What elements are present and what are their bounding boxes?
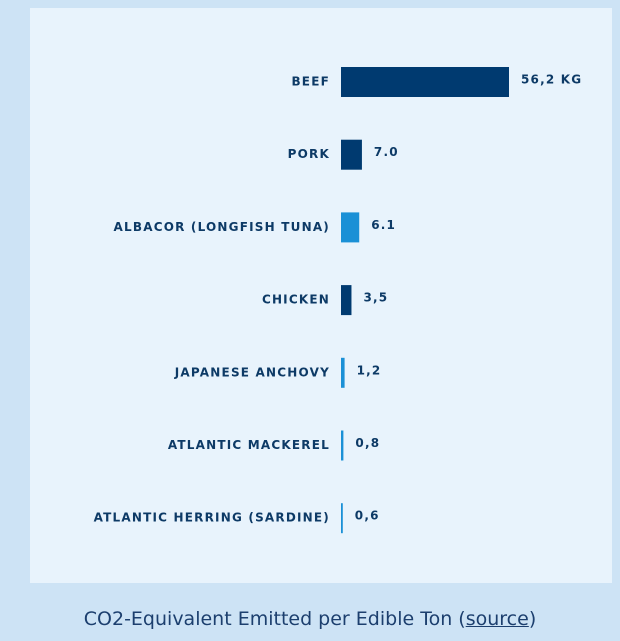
bar bbox=[341, 430, 344, 461]
value-label: 6.1 bbox=[371, 218, 396, 232]
category-label: ATLANTIC HERRING (SARDINE) bbox=[94, 511, 330, 525]
panel bbox=[30, 8, 612, 583]
value-label: 7.0 bbox=[374, 145, 399, 159]
bar bbox=[341, 139, 362, 170]
chart: BEEF 56,2 KG PORK 7.0 ALBACOR (LONGFISH TUNA… bbox=[30, 8, 612, 583]
category-label: JAPANESE ANCHOVY bbox=[174, 365, 330, 379]
category-label: CHICKEN bbox=[262, 293, 330, 307]
bar bbox=[341, 67, 509, 97]
value-label: 0,8 bbox=[355, 436, 380, 450]
value-label: 0,6 bbox=[355, 509, 380, 523]
value-label: 3,5 bbox=[363, 291, 388, 305]
caption-text: CO2-Equivalent Emitted per Edible Ton ( bbox=[83, 608, 466, 630]
value-label: 56,2 KG bbox=[521, 73, 582, 87]
value-label: 1,2 bbox=[357, 363, 382, 377]
category-label: PORK bbox=[288, 147, 330, 161]
bar bbox=[341, 503, 343, 534]
caption: CO2-Equivalent Emitted per Edible Ton (s… bbox=[0, 608, 620, 630]
category-label: BEEF bbox=[291, 75, 330, 89]
bar bbox=[341, 357, 345, 388]
caption-text: ) bbox=[528, 608, 537, 630]
bar bbox=[341, 212, 360, 243]
source-link[interactable]: source bbox=[465, 608, 529, 630]
category-label: ALBACOR (LONGFISH TUNA) bbox=[114, 220, 330, 234]
category-label: ATLANTIC MACKEREL bbox=[168, 438, 330, 452]
bar bbox=[341, 285, 352, 316]
